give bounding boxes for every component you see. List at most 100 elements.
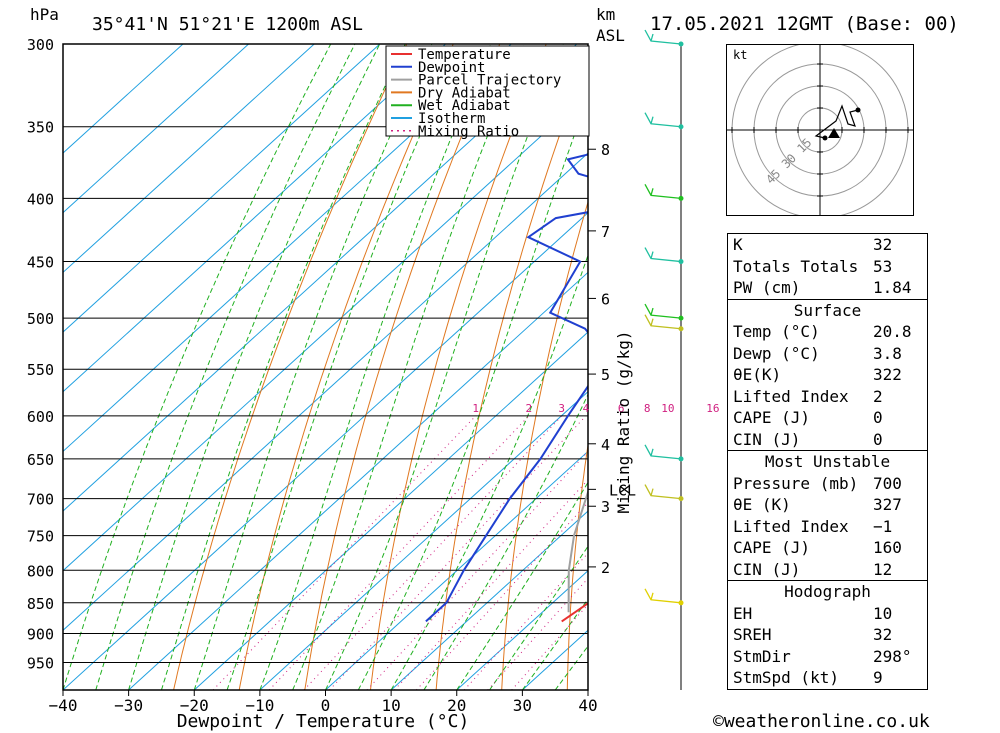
hodograph-index-row: SREH 32 — [728, 624, 927, 646]
general-indices: K 32 Totals Totals 53 PW (cm) 1.84 — [728, 234, 927, 299]
hodograph-index-label: EH — [733, 603, 753, 623]
wet-adiabat-line — [489, 545, 588, 690]
wind-barb — [644, 588, 682, 604]
wet-adiabat-line — [292, 44, 526, 690]
mixing-ratio-tick-label: 3 — [558, 402, 565, 415]
mixing-ratio-line — [268, 415, 530, 690]
series-parcel-trajectory — [567, 488, 588, 613]
indices-panel: K 32 Totals Totals 53 PW (cm) 1.84 Surface Te… — [727, 233, 928, 690]
mixing-ratio-line — [329, 415, 587, 690]
surface-index-value: 0 — [873, 429, 883, 449]
wet-adiabat-line — [325, 44, 564, 690]
isotherm-line — [456, 570, 588, 690]
dry-adiabat-line — [238, 44, 454, 690]
surface-index-row: CIN (J) 0 — [728, 429, 927, 451]
hodograph-index-row: StmSpd (kt) 9 — [728, 667, 927, 689]
surface-index-value: 2 — [873, 386, 883, 406]
wet-adiabat-line — [521, 598, 588, 690]
mixing-ratio-tick-label: 6 — [618, 402, 625, 415]
wind-barb — [644, 29, 682, 45]
general-index-value: 53 — [873, 256, 893, 276]
surface-index-row: Lifted Index 2 — [728, 386, 927, 408]
pressure-tick-label: 700 — [27, 491, 54, 509]
most-unstable-section: Most Unstable Pressure (mb) 700 θE (K) 327 L… — [728, 450, 927, 580]
hodograph-end-dot — [855, 107, 861, 113]
x-tick-label: −40 — [49, 696, 78, 715]
surface-index-label: θE(K) — [733, 365, 782, 384]
legend-entry: Temperature — [418, 47, 511, 63]
pressure-tick-label: 450 — [27, 254, 54, 272]
x-tick-label: 30 — [513, 696, 532, 715]
hodograph-index-value: 298° — [873, 646, 912, 666]
dry-adiabat-line — [988, 44, 1000, 690]
isotherm-line — [193, 331, 588, 690]
surface-index-label: Temp (°C) — [733, 322, 820, 341]
mixing-ratio-line — [511, 603, 588, 690]
most-unstable-index-value: 12 — [873, 559, 893, 579]
mixing-ratio-line — [366, 450, 588, 690]
most-unstable-index-value: −1 — [873, 516, 893, 536]
x-tick-label: −20 — [180, 696, 209, 715]
isotherm-line — [63, 44, 184, 154]
series-dewpoint — [425, 153, 588, 623]
hodograph-index-value: 10 — [873, 603, 893, 623]
pressure-tick-label: 550 — [27, 361, 54, 379]
most-unstable-title: Most Unstable — [764, 452, 891, 471]
hodograph-index-label: SREH — [733, 625, 772, 644]
x-tick-label: 10 — [381, 696, 400, 715]
mixing-ratio-tick-label: 2 — [526, 402, 533, 415]
hodograph-section: Hodograph EH 10 SREH 32 StmDir 298° StmSpd (kt… — [728, 580, 927, 689]
isotherm-line — [63, 44, 446, 393]
km-tick-label: 5 — [601, 366, 610, 384]
pressure-tick-label: 650 — [27, 451, 54, 469]
wet-adiabat-line — [226, 44, 461, 690]
mixing-ratio-tick-label: 1 — [472, 402, 479, 415]
most-unstable-index-label: θE (K) — [733, 495, 791, 514]
surface-index-row: CAPE (J) 0 — [728, 407, 927, 429]
hodograph-trace — [814, 104, 859, 139]
general-index-value: 1.84 — [873, 278, 912, 297]
dry-adiabat-line — [933, 44, 965, 690]
general-index-row: K 32 — [728, 234, 927, 256]
storm-motion-marker — [828, 128, 840, 138]
surface-index-label: CIN (J) — [733, 429, 801, 449]
pressure-tick-label: 850 — [27, 595, 54, 613]
x-tick-label: 20 — [447, 696, 466, 715]
surface-index-value: 20.8 — [873, 322, 912, 341]
wet-adiabat-line — [357, 95, 588, 690]
lcl-label: LCL — [609, 481, 636, 499]
general-index-label: Totals Totals — [733, 256, 859, 276]
surface-index-label: Lifted Index — [733, 386, 849, 406]
isotherm-line — [63, 44, 249, 214]
mixing-ratio-line — [303, 415, 563, 690]
most-unstable-index-label: CIN (J) — [733, 559, 801, 579]
isotherm-line — [259, 391, 588, 690]
wet-adiabat-line — [63, 44, 332, 690]
isotherm-line — [63, 212, 588, 690]
hpa-label: hPa — [30, 5, 59, 24]
hodograph-ring-label: 15 — [794, 135, 814, 155]
pressure-tick-label: 900 — [27, 625, 54, 643]
isotherm-line — [390, 510, 588, 690]
wind-barb — [644, 444, 682, 460]
wind-barb-dot — [678, 124, 684, 130]
legend-entry: Isotherm — [418, 111, 485, 127]
pressure-tick-label: 750 — [27, 528, 54, 546]
general-index-label: K — [733, 235, 743, 254]
hodograph-ring-label: 45 — [763, 167, 783, 187]
most-unstable-index-value: 700 — [873, 473, 902, 493]
surface-index-row: θE(K) 322 — [728, 364, 927, 386]
surface-index-label: CAPE (J) — [733, 408, 811, 427]
general-index-row: PW (cm) 1.84 — [728, 277, 927, 299]
hodograph-unit-label: kt — [733, 48, 747, 62]
hodograph-index-label: StmDir — [733, 646, 791, 666]
mixing-ratio-tick-label: 4 — [583, 402, 590, 415]
datetime-title: 17.05.2021 12GMT (Base: 00) — [650, 13, 959, 35]
most-unstable-index-value: 160 — [873, 538, 902, 557]
wind-barb — [644, 484, 682, 500]
most-unstable-index-value: 327 — [873, 495, 902, 514]
location-title: 35°41'N 51°21'E 1200m ASL — [92, 14, 363, 35]
isotherm-line — [63, 92, 588, 572]
km-tick-label: 8 — [601, 141, 610, 159]
